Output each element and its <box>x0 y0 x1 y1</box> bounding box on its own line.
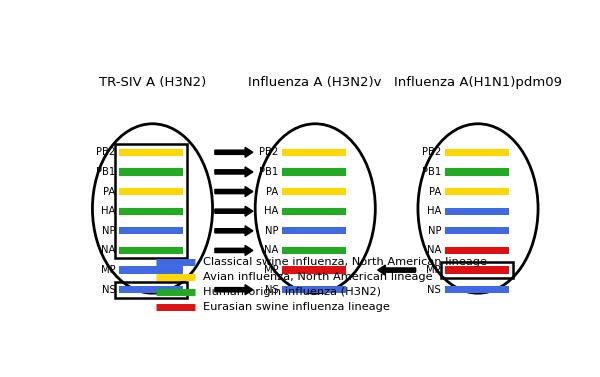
FancyArrow shape <box>215 245 253 256</box>
Text: MP: MP <box>264 265 278 275</box>
Bar <box>445 168 509 176</box>
Text: PB2: PB2 <box>259 147 278 157</box>
Bar <box>282 188 346 195</box>
Ellipse shape <box>418 124 538 293</box>
Text: Eurasian swine influenza lineage: Eurasian swine influenza lineage <box>203 302 390 313</box>
Bar <box>445 149 509 156</box>
Text: NA: NA <box>427 245 441 256</box>
Ellipse shape <box>92 124 212 293</box>
Text: PA: PA <box>266 187 278 196</box>
Text: NA: NA <box>264 245 278 256</box>
Bar <box>119 267 183 274</box>
Text: PB2: PB2 <box>97 147 116 157</box>
Bar <box>282 267 346 274</box>
FancyArrow shape <box>215 285 253 295</box>
Text: HA: HA <box>427 206 441 216</box>
Text: Influenza A(H1N1)pdm09: Influenza A(H1N1)pdm09 <box>394 76 562 89</box>
FancyArrow shape <box>215 206 253 216</box>
Bar <box>282 149 346 156</box>
Ellipse shape <box>255 124 376 293</box>
Text: HA: HA <box>101 206 116 216</box>
Bar <box>445 227 509 234</box>
Bar <box>119 207 183 215</box>
Bar <box>445 247 509 254</box>
Text: PA: PA <box>429 187 441 196</box>
FancyArrow shape <box>377 265 416 275</box>
Text: PB2: PB2 <box>422 147 441 157</box>
FancyArrow shape <box>215 226 253 236</box>
Text: NP: NP <box>428 226 441 236</box>
Bar <box>282 168 346 176</box>
Text: Influenza A (H3N2)v: Influenza A (H3N2)v <box>248 76 382 89</box>
Text: PB1: PB1 <box>97 167 116 177</box>
Text: HA: HA <box>264 206 278 216</box>
Bar <box>282 227 346 234</box>
Bar <box>119 149 183 156</box>
Text: MP: MP <box>101 265 116 275</box>
Text: NP: NP <box>265 226 278 236</box>
Text: NA: NA <box>101 245 116 256</box>
Text: PB1: PB1 <box>259 167 278 177</box>
Bar <box>445 207 509 215</box>
Bar <box>115 144 187 258</box>
Bar <box>119 188 183 195</box>
Bar <box>119 247 183 254</box>
FancyArrow shape <box>215 187 253 196</box>
Bar <box>282 207 346 215</box>
FancyArrow shape <box>215 147 253 157</box>
Text: NP: NP <box>102 226 116 236</box>
Bar <box>445 188 509 195</box>
Bar <box>282 286 346 293</box>
Bar <box>445 267 509 274</box>
Bar <box>282 247 346 254</box>
Text: NS: NS <box>427 285 441 295</box>
Text: PB1: PB1 <box>422 167 441 177</box>
Bar <box>115 282 187 297</box>
Text: Avian influenza, North American lineage: Avian influenza, North American lineage <box>203 273 433 282</box>
Text: Human-origin influenza (H3N2): Human-origin influenza (H3N2) <box>203 287 381 297</box>
Text: NS: NS <box>102 285 116 295</box>
Bar <box>119 168 183 176</box>
Bar <box>119 227 183 234</box>
Bar <box>445 286 509 293</box>
Text: NS: NS <box>265 285 278 295</box>
Text: Classical swine influenza, North American lineage: Classical swine influenza, North America… <box>203 257 487 267</box>
Bar <box>440 262 513 278</box>
FancyArrow shape <box>215 167 253 177</box>
Text: TR-SIV A (H3N2): TR-SIV A (H3N2) <box>99 76 206 89</box>
Bar <box>119 286 183 293</box>
Text: MP: MP <box>427 265 441 275</box>
Text: PA: PA <box>103 187 116 196</box>
